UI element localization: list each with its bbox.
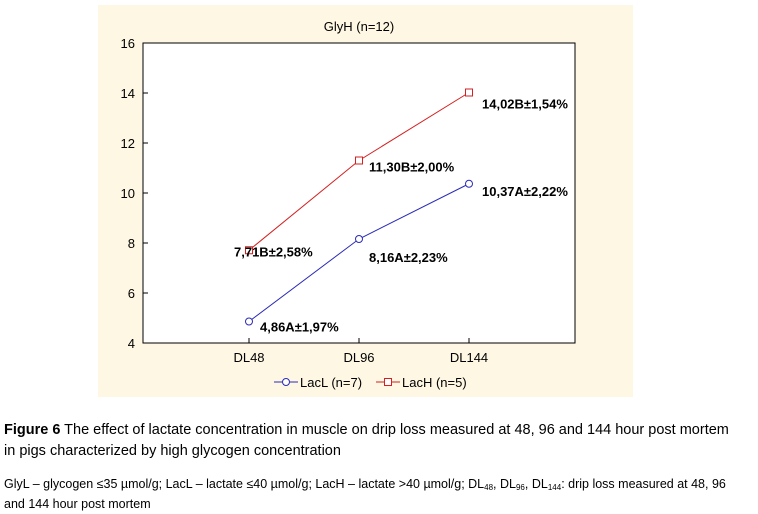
legend: LacL (n=7) LacH (n=5) — [274, 375, 467, 390]
data-point — [355, 235, 363, 243]
data-label: 10,37A±2,22% — [482, 184, 568, 199]
data-labels: 4,86A±1,97% 8,16A±2,23% 10,37A±2,22% 7,71B±… — [234, 97, 568, 335]
data-point — [465, 179, 473, 188]
data-point — [465, 88, 473, 97]
line-chart: GlyH (n=12) 4 6 8 10 12 14 16 DL48 DL96 DL144 4,… — [121, 19, 576, 390]
y-tick-label: 14 — [121, 86, 135, 101]
data-point — [355, 156, 363, 165]
data-point — [245, 317, 253, 326]
series-layer — [245, 88, 473, 326]
chart-title: GlyH (n=12) — [324, 19, 394, 34]
legend-label: LacH (n=5) — [402, 375, 467, 390]
note-sub-144: 144 — [547, 483, 562, 492]
note-text-end: : drip loss measured at 48, 96 and 144 h… — [4, 477, 726, 511]
x-tick-label: DL96 — [343, 350, 374, 365]
note-sep: , DL — [524, 477, 548, 491]
note-sub-48: 48 — [484, 483, 494, 492]
figure-caption: Figure 6 The effect of lactate concentra… — [4, 420, 744, 462]
x-tick-label: DL144 — [450, 350, 488, 365]
y-tick-label: 12 — [121, 136, 135, 151]
x-axis: DL48 DL96 DL144 — [233, 338, 488, 365]
legend-label: LacL (n=7) — [300, 375, 362, 390]
data-point — [245, 246, 253, 255]
figure-label: Figure 6 — [4, 422, 61, 438]
x-tick-label: DL48 — [233, 350, 264, 365]
legend-marker — [282, 378, 290, 386]
note-sub-96: 96 — [515, 483, 525, 492]
data-label: 8,16A±2,23% — [369, 250, 448, 265]
y-tick-label: 16 — [121, 36, 135, 51]
figure-caption-text: The effect of lactate concentration in m… — [4, 422, 729, 459]
data-label: 4,86A±1,97% — [260, 320, 339, 335]
data-label: 14,02B±1,54% — [482, 97, 568, 112]
note-text: GlyL – glycogen ≤35 µmol/g; LacL – lacta… — [4, 477, 485, 491]
note-sep: , DL — [493, 477, 516, 491]
y-tick-label: 8 — [128, 236, 135, 251]
data-label: 11,30B±2,00% — [369, 160, 455, 175]
plot-area — [142, 42, 576, 344]
figure-note: GlyL – glycogen ≤35 µmol/g; LacL – lacta… — [4, 476, 744, 512]
legend-marker — [384, 378, 392, 386]
chart-panel: GlyH (n=12) 4 6 8 10 12 14 16 DL48 DL96 DL144 4,… — [98, 5, 633, 397]
y-tick-label: 4 — [128, 336, 135, 351]
y-axis: 4 6 8 10 12 14 16 — [121, 36, 148, 351]
data-label: 7,71B±2,58% — [234, 244, 313, 259]
y-tick-label: 6 — [128, 286, 135, 301]
y-tick-label: 10 — [121, 186, 135, 201]
